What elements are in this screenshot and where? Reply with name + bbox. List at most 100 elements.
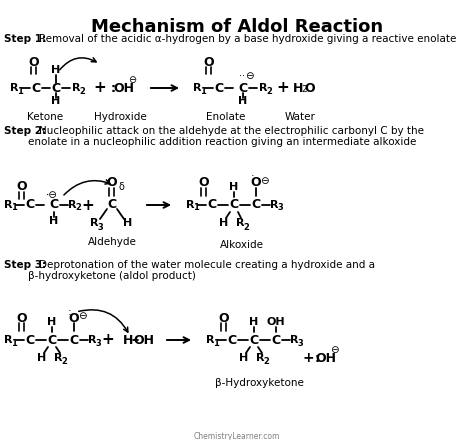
Text: C: C [26, 198, 35, 212]
Text: R: R [256, 353, 264, 363]
Text: H: H [219, 218, 228, 228]
Text: H: H [123, 218, 133, 228]
Text: ⊖: ⊖ [245, 71, 254, 81]
Text: ⋅⊖: ⋅⊖ [46, 190, 58, 200]
Text: C: C [69, 334, 79, 346]
Text: C: C [238, 81, 247, 95]
Text: R: R [259, 83, 267, 93]
Text: 1: 1 [213, 338, 219, 348]
Text: Mechanism of Aldol Reaction: Mechanism of Aldol Reaction [91, 18, 383, 36]
Text: Step 1:: Step 1: [4, 34, 46, 44]
Text: C: C [208, 198, 217, 212]
Text: +: + [101, 333, 114, 348]
Text: H: H [37, 353, 46, 363]
Text: R: R [10, 83, 18, 93]
Text: H: H [51, 96, 61, 106]
Text: H: H [239, 353, 249, 363]
Text: H: H [229, 182, 238, 192]
Text: β-Hydroxyketone: β-Hydroxyketone [215, 378, 303, 388]
Text: R: R [193, 83, 201, 93]
Text: R: R [206, 335, 214, 345]
Text: C: C [26, 334, 35, 346]
Text: C: C [272, 334, 281, 346]
Text: O: O [107, 176, 117, 190]
Text: H: H [293, 81, 303, 95]
Text: β-hydroxyketone (aldol product): β-hydroxyketone (aldol product) [28, 271, 196, 281]
Text: 2: 2 [301, 85, 307, 95]
Text: C: C [214, 81, 224, 95]
Text: Step 2:: Step 2: [4, 126, 46, 136]
Text: O: O [204, 55, 214, 69]
Text: δ: δ [118, 182, 124, 192]
Text: OH: OH [267, 317, 285, 327]
Text: 3: 3 [95, 338, 101, 348]
Text: O: O [219, 312, 229, 324]
Text: Ketone: Ketone [27, 112, 63, 122]
Text: 1: 1 [17, 87, 23, 95]
Text: ⊖: ⊖ [128, 75, 136, 85]
Text: 1: 1 [200, 87, 206, 95]
Text: 2: 2 [79, 87, 85, 95]
Text: :: : [110, 81, 116, 95]
Text: Aldehyde: Aldehyde [88, 237, 137, 247]
Text: ··: ·· [239, 71, 245, 81]
Text: enolate in a nucleophilic addition reaction giving an intermediate alkoxide: enolate in a nucleophilic addition react… [28, 137, 416, 147]
Text: 2: 2 [61, 357, 67, 367]
Text: R: R [186, 200, 194, 210]
Text: 2: 2 [243, 223, 249, 231]
Text: O: O [17, 312, 27, 324]
Text: 3: 3 [277, 203, 283, 213]
Text: OH: OH [316, 352, 337, 364]
Text: Alkoxide: Alkoxide [220, 240, 264, 250]
Text: H: H [49, 216, 59, 226]
Text: :: : [251, 172, 255, 182]
Text: R: R [290, 335, 298, 345]
Text: Removal of the acidic α-hydrogen by a base hydroxide giving a reactive enolate: Removal of the acidic α-hydrogen by a ba… [39, 34, 456, 44]
Text: O: O [251, 176, 261, 190]
Text: C: C [47, 334, 56, 346]
Text: R: R [88, 335, 96, 345]
Text: C: C [108, 198, 117, 212]
Text: ⊖: ⊖ [78, 311, 86, 321]
Text: 2: 2 [75, 203, 81, 213]
Text: +: + [82, 198, 94, 213]
Text: R: R [68, 200, 76, 210]
Text: 1: 1 [11, 338, 17, 348]
Text: +: + [277, 81, 289, 95]
Text: :: : [68, 307, 72, 317]
Text: R: R [72, 83, 80, 93]
Text: 3: 3 [297, 338, 303, 348]
Text: OH: OH [134, 334, 155, 346]
Text: R: R [54, 353, 62, 363]
Text: O: O [199, 176, 210, 190]
Text: Step 3:: Step 3: [4, 260, 46, 270]
Text: Water: Water [284, 112, 315, 122]
Text: ChemistryLearner.com: ChemistryLearner.com [194, 432, 280, 440]
Text: C: C [249, 334, 258, 346]
Text: 2: 2 [263, 357, 269, 367]
Text: +: + [94, 81, 106, 95]
Text: :: : [315, 352, 319, 364]
Text: C: C [251, 198, 261, 212]
Text: O: O [69, 312, 79, 324]
Text: Nucleophilic attack on the aldehyde at the electrophilic carbonyl C by the: Nucleophilic attack on the aldehyde at t… [39, 126, 424, 136]
Text: H: H [47, 317, 56, 327]
Text: OH: OH [113, 81, 135, 95]
Text: Hydroxide: Hydroxide [94, 112, 146, 122]
Text: O: O [17, 180, 27, 194]
Text: 3: 3 [97, 223, 103, 231]
Text: C: C [52, 81, 61, 95]
Text: C: C [31, 81, 41, 95]
Text: R: R [90, 218, 98, 228]
Text: C: C [49, 198, 59, 212]
Text: H: H [51, 65, 61, 75]
Text: O: O [305, 81, 315, 95]
Text: ⊖: ⊖ [260, 176, 268, 186]
Text: Enolate: Enolate [206, 112, 246, 122]
Text: C: C [228, 334, 237, 346]
Text: H: H [249, 317, 259, 327]
Text: ⊖: ⊖ [329, 345, 338, 355]
Text: R: R [4, 335, 12, 345]
Text: H: H [123, 334, 133, 346]
Text: C: C [229, 198, 238, 212]
